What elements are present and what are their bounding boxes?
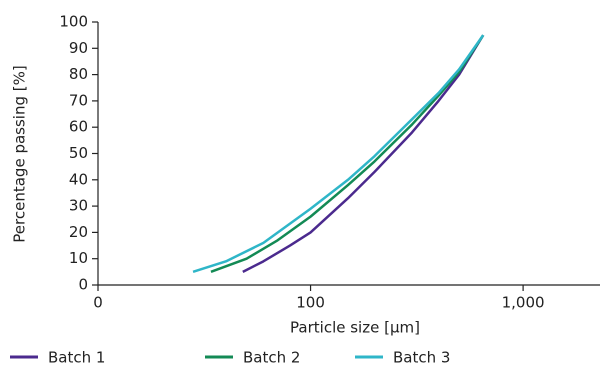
legend-label: Batch 2 (243, 349, 300, 367)
y-tick-label: 100 (59, 13, 88, 31)
y-tick-label: 50 (69, 144, 88, 162)
y-tick-label: 0 (78, 276, 88, 294)
x-tick-label: 1,000 (502, 294, 545, 312)
y-tick-label: 60 (69, 118, 88, 136)
series-line (210, 34, 485, 274)
legend-label: Batch 3 (393, 349, 450, 367)
y-tick-label: 20 (69, 223, 88, 241)
y-tick-label: 40 (69, 170, 88, 188)
legend-label: Batch 1 (48, 349, 105, 367)
series-line (192, 34, 485, 274)
y-tick-label: 70 (69, 91, 88, 109)
x-tick-label: 100 (296, 294, 325, 312)
x-axis-label: Particle size [µm] (290, 319, 420, 337)
y-tick-label: 80 (69, 65, 88, 83)
series-line (242, 34, 485, 273)
y-axis-label: Percentage passing [%] (11, 65, 29, 242)
y-tick-label: 30 (69, 197, 88, 215)
x-tick-label: 0 (93, 294, 103, 312)
y-tick-label: 90 (69, 39, 88, 57)
y-tick-label: 10 (69, 249, 88, 267)
